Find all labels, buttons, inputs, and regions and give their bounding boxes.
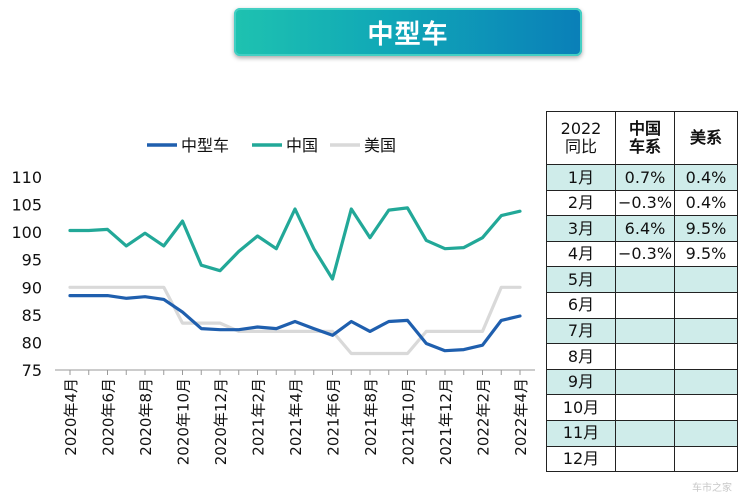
month-cell: 8月 <box>546 343 616 370</box>
legend-label: 中型车 <box>181 136 229 155</box>
us-yoy-cell <box>674 394 738 421</box>
table-row: 12月 <box>546 445 738 473</box>
legend-label: 美国 <box>364 136 396 155</box>
us-yoy-cell: 9.5% <box>674 240 738 268</box>
y-tick-label: 105 <box>11 196 42 215</box>
x-tick-label: 2021年2月 <box>250 378 268 456</box>
x-tick-label: 2021年8月 <box>362 378 380 456</box>
us-yoy-cell <box>674 445 738 473</box>
x-tick-label: 2021年6月 <box>325 378 343 456</box>
table-row: 2月 −0.3% 0.4% <box>546 189 738 217</box>
yoy-table: 2022 同比 中国 车系 美系 1月 0.7% 0.4% 2月 −0.3% 0.4% 3月 6.… <box>546 111 738 473</box>
us-yoy-cell: 0.4% <box>674 189 738 217</box>
china-yoy-cell: −0.3% <box>615 240 675 268</box>
table-row: 6月 <box>546 291 738 319</box>
table-row: 7月 <box>546 317 738 345</box>
table-header: 2022 同比 <box>546 111 616 165</box>
us-yoy-cell: 9.5% <box>674 215 738 242</box>
y-tick-label: 85 <box>22 306 42 325</box>
us-yoy-cell: 0.4% <box>674 164 738 191</box>
x-axis: 2020年4月 2020年6月 2020年8月 2020年10月 2020年12月 202… <box>55 369 535 465</box>
title-banner: 中型车 <box>234 8 582 56</box>
us-yoy-cell <box>674 419 738 447</box>
table-header: 中国 车系 <box>615 111 675 165</box>
china-yoy-cell <box>615 343 675 370</box>
x-tick-label: 2020年12月 <box>212 378 230 465</box>
us-yoy-cell <box>674 266 738 293</box>
month-cell: 6月 <box>546 291 616 319</box>
china-yoy-cell <box>615 445 675 473</box>
table-row: 5月 <box>546 266 738 293</box>
x-tick-label: 2022年2月 <box>475 378 493 456</box>
month-cell: 5月 <box>546 266 616 293</box>
china-yoy-cell <box>615 317 675 345</box>
month-cell: 7月 <box>546 317 616 345</box>
table-row: 4月 −0.3% 9.5% <box>546 240 738 268</box>
china-yoy-cell <box>615 291 675 319</box>
x-tick-label: 2020年6月 <box>100 378 118 456</box>
table-row: 11月 <box>546 419 738 447</box>
month-cell: 3月 <box>546 215 616 242</box>
banner-title: 中型车 <box>367 19 449 50</box>
y-axis: 75 80 85 90 95 100 105 110 <box>11 168 42 380</box>
china-yoy-cell: −0.3% <box>615 189 675 217</box>
x-tick-label: 2020年8月 <box>137 378 155 456</box>
series-line-2 <box>68 285 522 356</box>
watermark: 车市之家 <box>692 483 732 494</box>
series-lines <box>68 206 522 356</box>
china-yoy-cell: 6.4% <box>615 215 675 242</box>
us-yoy-cell <box>674 368 738 396</box>
month-cell: 4月 <box>546 240 616 268</box>
us-yoy-cell <box>674 343 738 370</box>
y-tick-label: 95 <box>22 251 42 270</box>
x-tick-label: 2021年12月 <box>437 378 455 465</box>
table-row: 3月 6.4% 9.5% <box>546 215 738 242</box>
x-tick-label: 2022年4月 <box>512 378 530 456</box>
x-tick-label: 2021年4月 <box>287 378 305 456</box>
x-tick-label: 2020年4月 <box>62 378 80 456</box>
series-line-0 <box>68 294 522 353</box>
china-yoy-cell <box>615 368 675 396</box>
y-tick-label: 110 <box>11 168 42 187</box>
us-yoy-cell <box>674 291 738 319</box>
us-yoy-cell <box>674 317 738 345</box>
y-tick-label: 80 <box>22 333 42 352</box>
series-line-1 <box>68 206 522 281</box>
china-yoy-cell: 0.7% <box>615 164 675 191</box>
table-header-row: 2022 同比 中国 车系 美系 <box>546 111 738 165</box>
table-row: 9月 <box>546 368 738 396</box>
month-cell: 11月 <box>546 419 616 447</box>
chart-legend: 中型车 中国 美国 <box>147 136 396 155</box>
china-yoy-cell <box>615 266 675 293</box>
month-cell: 2月 <box>546 189 616 217</box>
month-cell: 12月 <box>546 445 616 473</box>
table-row: 8月 <box>546 343 738 370</box>
legend-label: 中国 <box>286 136 318 155</box>
y-tick-label: 90 <box>22 278 42 297</box>
month-cell: 10月 <box>546 394 616 421</box>
month-cell: 1月 <box>546 164 616 191</box>
table-row: 1月 0.7% 0.4% <box>546 164 738 191</box>
y-tick-label: 75 <box>22 361 42 380</box>
month-cell: 9月 <box>546 368 616 396</box>
china-yoy-cell <box>615 419 675 447</box>
table-header: 美系 <box>674 111 738 165</box>
x-tick-label: 2021年10月 <box>400 378 418 465</box>
x-tick-label: 2020年10月 <box>175 378 193 465</box>
y-tick-label: 100 <box>11 223 42 242</box>
china-yoy-cell <box>615 394 675 421</box>
table-row: 10月 <box>546 394 738 421</box>
